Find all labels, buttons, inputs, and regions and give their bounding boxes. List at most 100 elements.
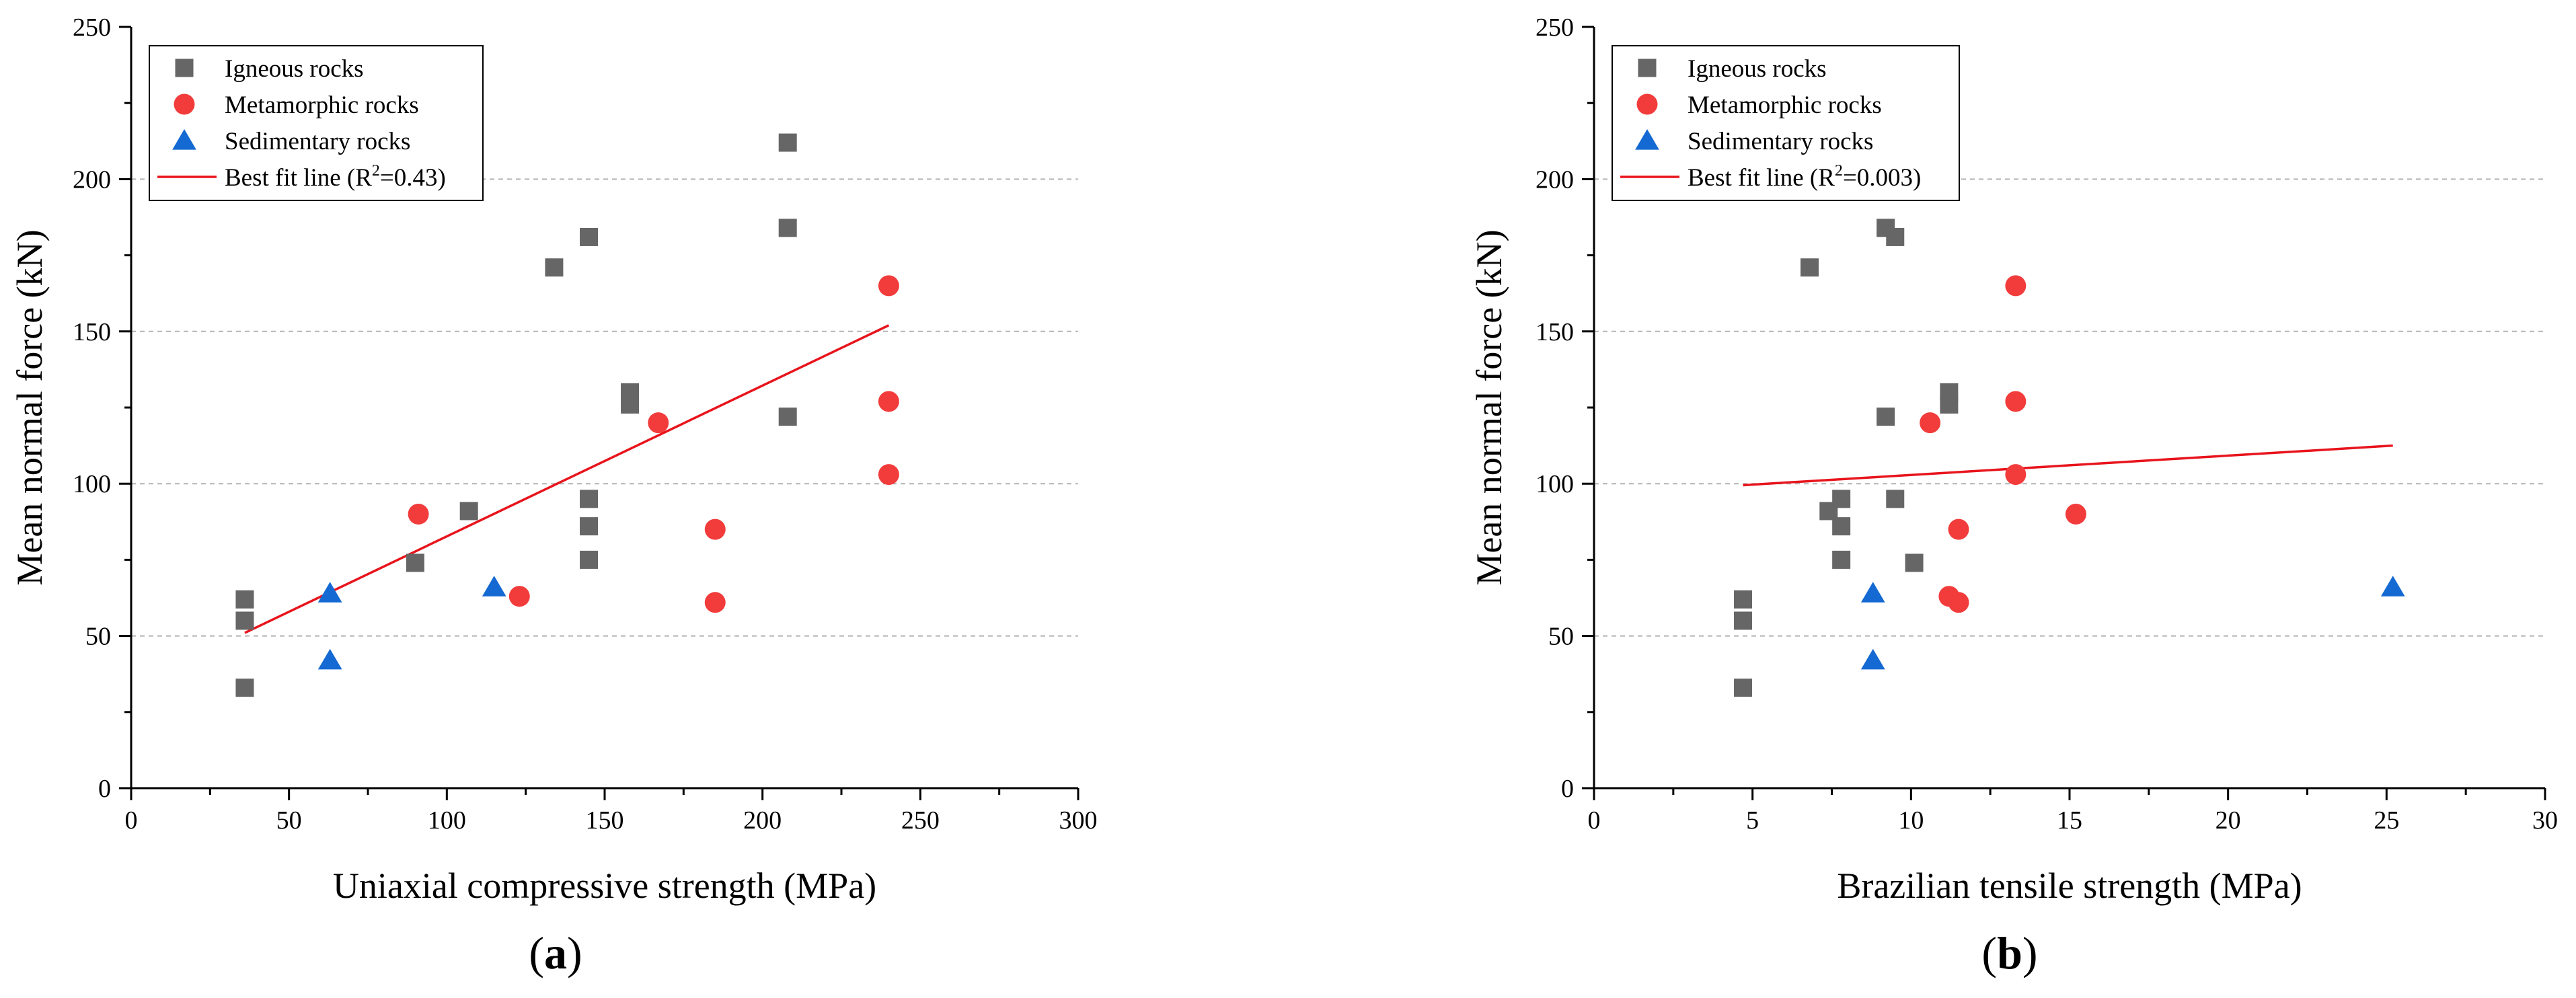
y-tick-label: 200 (1536, 165, 1574, 194)
igneous-data-point (1734, 679, 1753, 697)
x-tick-label: 20 (2215, 806, 2241, 835)
igneous-data-point (580, 517, 599, 536)
sedimentary-legend-marker (172, 129, 196, 150)
sedimentary-data-point (317, 582, 342, 603)
x-tick-label: 25 (2374, 806, 2399, 835)
y-tick-label: 0 (98, 775, 111, 803)
chart-panel-a: 0 50 100 150 200 250 300 0 50 100 150 200 250 Uniaxia… (9, 13, 1098, 978)
metamorphic-data-point (1948, 592, 1969, 613)
metamorphic-data-point (2005, 275, 2026, 297)
igneous-data-point (459, 502, 478, 521)
x-tick-label: 0 (125, 806, 138, 835)
metamorphic-data-point (508, 586, 530, 607)
x-axis-title: Brazilian tensile strength (MPa) (1837, 866, 2302, 906)
igneous-data-point (778, 133, 797, 152)
y-tick-label: 100 (1536, 470, 1574, 498)
igneous-legend-label: Igneous rocks (225, 55, 364, 83)
fit-line-legend-prefix: Best fit line (R (225, 164, 372, 192)
igneous-data-point (621, 395, 640, 414)
metamorphic-data-point (704, 592, 726, 613)
chart-panel-b: 0 5 10 15 20 25 30 0 50 100 150 200 250 Brazilian ten… (1469, 13, 2558, 978)
y-tick-label: 150 (73, 318, 111, 346)
igneous-data-point (1886, 490, 1905, 508)
igneous-data-point (1734, 611, 1753, 630)
metamorphic-data-point (648, 412, 669, 434)
igneous-data-point (1877, 408, 1895, 426)
y-tick-label: 250 (73, 13, 111, 42)
igneous-data-point (1886, 227, 1905, 246)
igneous-data-point (1734, 590, 1753, 609)
panel-label-open: ( (529, 927, 544, 978)
fit-line-legend-prefix: Best fit line (R (1688, 164, 1835, 192)
x-axis-title: Uniaxial compressive strength (MPa) (333, 866, 876, 906)
panel-label: (b) (1981, 927, 2037, 978)
x-tick-label: 100 (428, 806, 466, 835)
igneous-data-point (580, 227, 599, 246)
metamorphic-data-point (1920, 412, 1941, 434)
igneous-data-point (778, 408, 797, 426)
x-tick-label: 15 (2057, 806, 2082, 835)
y-tick-label: 250 (1536, 13, 1574, 42)
metamorphic-data-point (878, 275, 899, 297)
metamorphic-data-point (878, 391, 899, 412)
fit-line-legend-sup: 2 (372, 162, 380, 180)
panel-label-open: ( (1981, 927, 1997, 978)
x-tick-label: 200 (743, 806, 782, 835)
best-fit-line (244, 324, 890, 634)
y-axis-title: Mean normal force (kN) (1469, 229, 1509, 585)
sedimentary-legend-label: Sedimentary rocks (225, 128, 410, 155)
igneous-data-point (235, 611, 254, 630)
metamorphic-legend-marker (174, 93, 195, 115)
metamorphic-legend-label: Metamorphic rocks (1688, 91, 1882, 119)
x-tick-label: 300 (1059, 806, 1098, 835)
igneous-data-point (778, 219, 797, 237)
y-tick-label: 100 (73, 470, 111, 498)
metamorphic-data-point (878, 464, 899, 486)
x-tick-label: 5 (1746, 806, 1759, 835)
fit-line-legend-suffix: =0.003) (1843, 164, 1921, 192)
igneous-legend-label: Igneous rocks (1688, 55, 1827, 83)
y-tick-label: 50 (85, 623, 111, 651)
metamorphic-legend-label: Metamorphic rocks (225, 91, 419, 119)
panel-label-close: ) (2022, 927, 2038, 978)
igneous-data-point (235, 679, 254, 697)
panel-label-letter: b (1997, 927, 2022, 978)
sedimentary-legend-label: Sedimentary rocks (1688, 128, 1873, 155)
y-tick-label: 200 (73, 165, 111, 194)
igneous-legend-marker (1638, 59, 1657, 77)
metamorphic-data-point (1948, 519, 1969, 540)
y-tick-label: 0 (1561, 775, 1574, 803)
igneous-legend-marker (175, 59, 194, 77)
sedimentary-data-point (482, 576, 506, 597)
metamorphic-legend-marker (1636, 93, 1658, 115)
igneous-data-point (406, 553, 424, 572)
igneous-data-point (580, 550, 599, 569)
sedimentary-data-point (1860, 648, 1885, 670)
metamorphic-data-point (704, 519, 726, 540)
x-tick-label: 250 (901, 806, 940, 835)
igneous-data-point (235, 590, 254, 609)
fit-line-legend-sup: 2 (1835, 162, 1843, 180)
metamorphic-data-point (2005, 464, 2026, 486)
igneous-data-point (1940, 395, 1959, 414)
x-tick-label: 50 (276, 806, 302, 835)
igneous-data-point (1832, 490, 1851, 508)
x-tick-label: 0 (1588, 806, 1601, 835)
metamorphic-data-point (2005, 391, 2026, 412)
panel-label-close: ) (567, 927, 582, 978)
x-tick-label: 10 (1898, 806, 1924, 835)
y-tick-label: 50 (1548, 623, 1574, 651)
igneous-data-point (1801, 258, 1819, 277)
metamorphic-data-point (408, 503, 429, 525)
panel-label-letter: a (544, 927, 567, 978)
y-tick-label: 150 (1536, 318, 1574, 346)
igneous-data-point (580, 490, 599, 508)
best-fit-line (1743, 444, 2393, 487)
legend-box (149, 45, 484, 201)
x-tick-label: 150 (586, 806, 624, 835)
igneous-data-point (1832, 550, 1851, 569)
metamorphic-data-point (2065, 503, 2086, 525)
igneous-data-point (1905, 553, 1924, 572)
fit-line-legend-label: Best fit line (R2=0.003) (1688, 162, 1921, 192)
